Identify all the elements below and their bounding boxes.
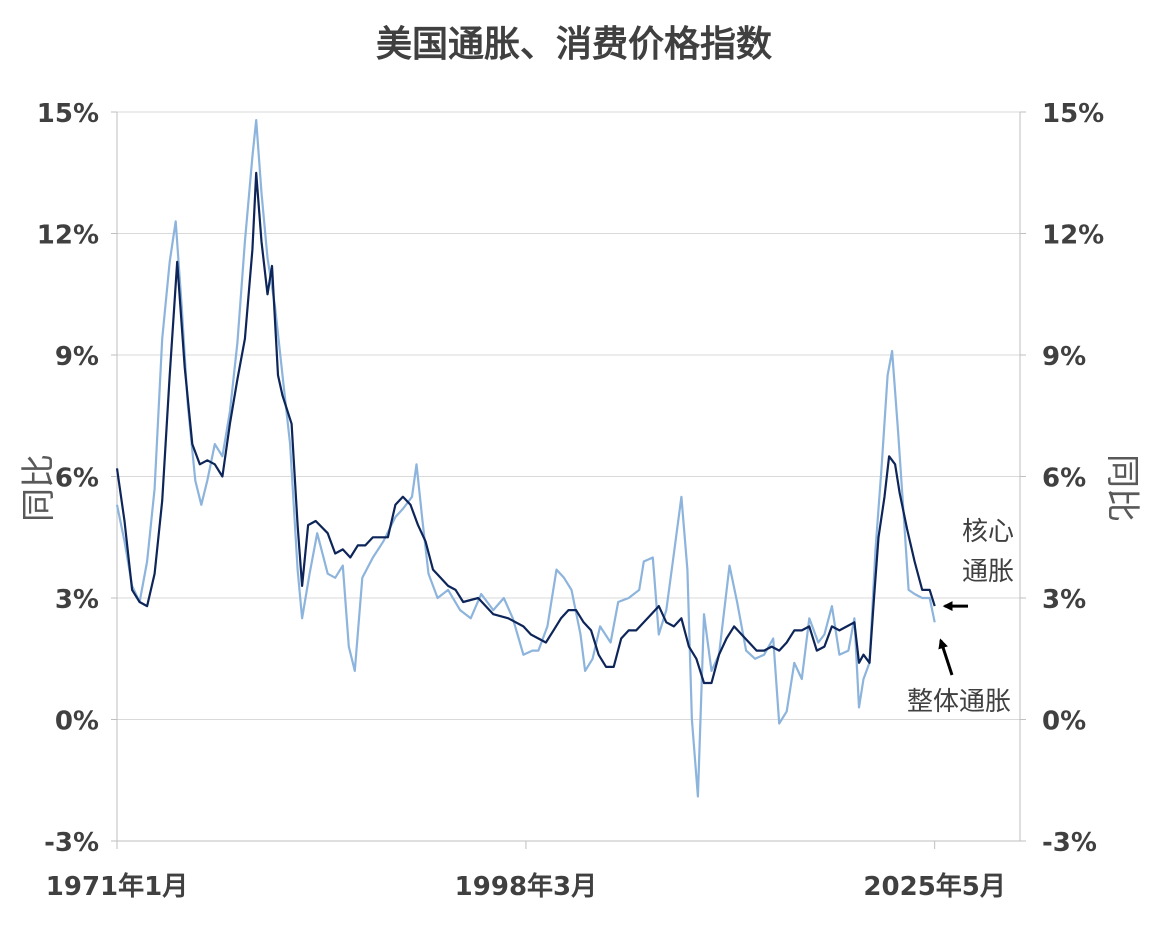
y-tick-label-left: 15%	[37, 99, 99, 129]
series-group	[115, 118, 936, 798]
y-tick-label-left: -3%	[44, 828, 99, 858]
y-tick-label-left: 0%	[55, 707, 99, 737]
y-tick-label-right: 15%	[1042, 99, 1104, 129]
y-tick-label-right: 9%	[1042, 342, 1086, 372]
y-tick-label-right: 3%	[1042, 585, 1086, 615]
y-tick-label-left: 12%	[37, 221, 99, 251]
annotation-headline-arrow	[938, 638, 954, 676]
headline-inflation-line	[115, 118, 936, 798]
y-tick-label-right: 6%	[1042, 464, 1086, 494]
x-tick-label: 1998年3月	[455, 871, 597, 902]
y-tick-label-right: 12%	[1042, 221, 1104, 251]
core-inflation-line	[115, 171, 936, 685]
axes	[111, 111, 1026, 849]
annotation-headline: 整体通胀	[907, 687, 1011, 717]
y-axis-right: 15% 12% 9% 6% 3% 0% -3%	[1042, 99, 1104, 858]
y-axis-label-right: 同比	[1102, 454, 1142, 522]
annotation-core-line1: 核心	[962, 517, 1014, 547]
y-tick-label-right: 0%	[1042, 707, 1086, 737]
annotation-core-line2: 通胀	[962, 557, 1014, 587]
y-tick-label-left: 6%	[55, 464, 99, 494]
x-axis: 1971年1月 1998年3月 2025年5月	[46, 871, 1006, 902]
y-axis-label-left: 同比	[19, 454, 59, 522]
x-tick-label: 2025年5月	[863, 871, 1005, 902]
y-tick-label-right: -3%	[1042, 828, 1097, 858]
chart-title: 美国通胀、消费价格指数	[376, 24, 772, 65]
y-tick-label-left: 9%	[55, 342, 99, 372]
y-tick-label-left: 3%	[55, 585, 99, 615]
grid	[117, 111, 1020, 720]
x-tick-label: 1971年1月	[46, 871, 188, 902]
y-axis-left: 15% 12% 9% 6% 3% 0% -3%	[37, 99, 99, 858]
